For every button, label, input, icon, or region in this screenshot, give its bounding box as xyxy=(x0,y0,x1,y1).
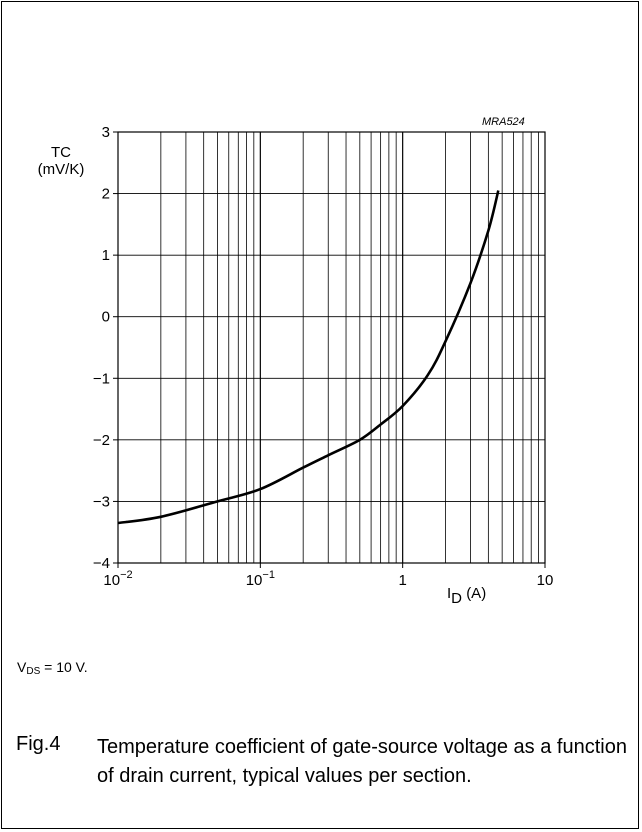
y-tick-labels: 3 2 1 0 −1 −2 −3 −4 xyxy=(93,124,110,572)
y-tick-label: 3 xyxy=(102,124,110,141)
series-line-tc xyxy=(117,190,500,525)
x-axis-label-subscript: D xyxy=(451,590,463,607)
y-tick-label: −4 xyxy=(93,555,110,572)
y-tick-label: −2 xyxy=(93,432,110,449)
y-axis-label: TC (mV/K) xyxy=(28,144,94,178)
x-tick-label: 10−2 xyxy=(103,569,132,589)
y-axis-label-unit: (mV/K) xyxy=(37,161,85,178)
y-tick-label: 1 xyxy=(102,247,110,264)
test-condition: VDS = 10 V. xyxy=(17,659,88,677)
y-tick-label: 2 xyxy=(102,186,110,203)
horizontal-gridlines xyxy=(113,131,545,564)
condition-value: = 10 V. xyxy=(40,659,88,675)
x-tick-label: 10 xyxy=(537,572,554,589)
y-tick-label: 0 xyxy=(102,309,110,326)
x-axis-label-unit: (A) xyxy=(466,585,487,602)
y-tick-label: −1 xyxy=(93,370,110,387)
figure-number: Fig.4 xyxy=(16,733,61,755)
condition-subscript: DS xyxy=(26,666,41,677)
y-axis-label-quantity: TC xyxy=(51,144,71,161)
x-tick-label: 10−1 xyxy=(246,569,275,589)
y-tick-label: −3 xyxy=(93,493,110,510)
x-tick-label: 1 xyxy=(398,572,406,589)
figure-code: MRA524 xyxy=(482,116,525,128)
plot-area-border xyxy=(117,131,546,564)
x-tick-labels: 10−2 10−1 1 10 xyxy=(103,563,553,589)
figure-caption: Temperature coefficient of gate-source v… xyxy=(97,736,627,787)
x-axis-label: ID (A) xyxy=(447,585,486,607)
vertical-gridlines xyxy=(160,132,539,563)
x-axis-label-symbol: I xyxy=(447,585,452,602)
condition-symbol: V xyxy=(17,659,27,675)
